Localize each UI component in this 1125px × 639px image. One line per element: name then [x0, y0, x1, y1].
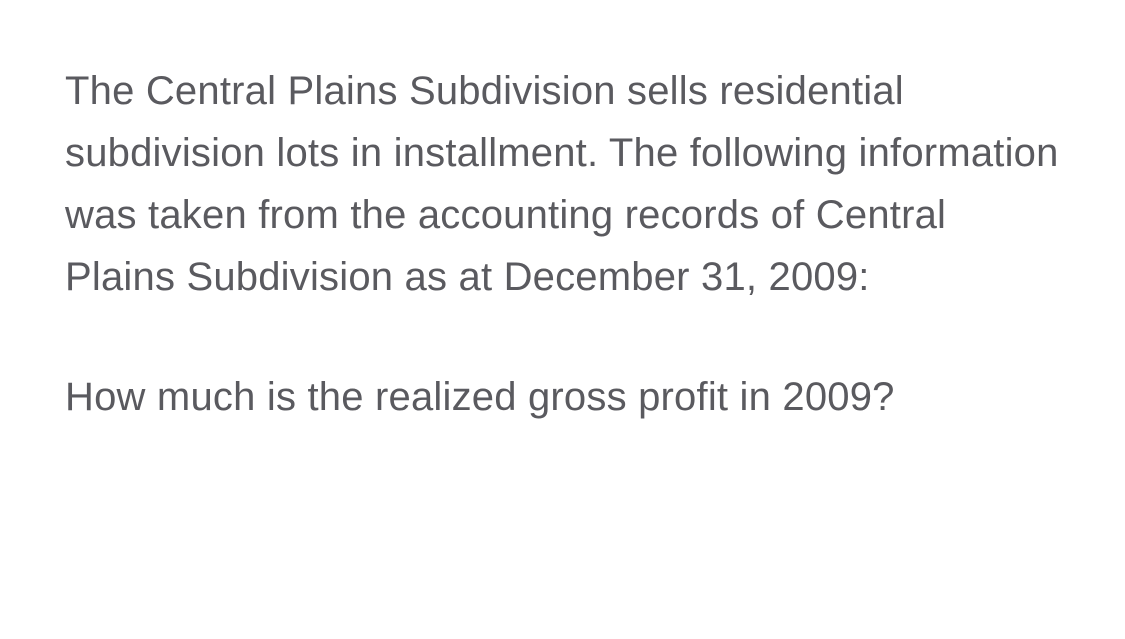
- problem-context-paragraph: The Central Plains Subdivision sells res…: [65, 60, 1060, 308]
- problem-question-paragraph: How much is the realized gross profit in…: [65, 366, 1060, 428]
